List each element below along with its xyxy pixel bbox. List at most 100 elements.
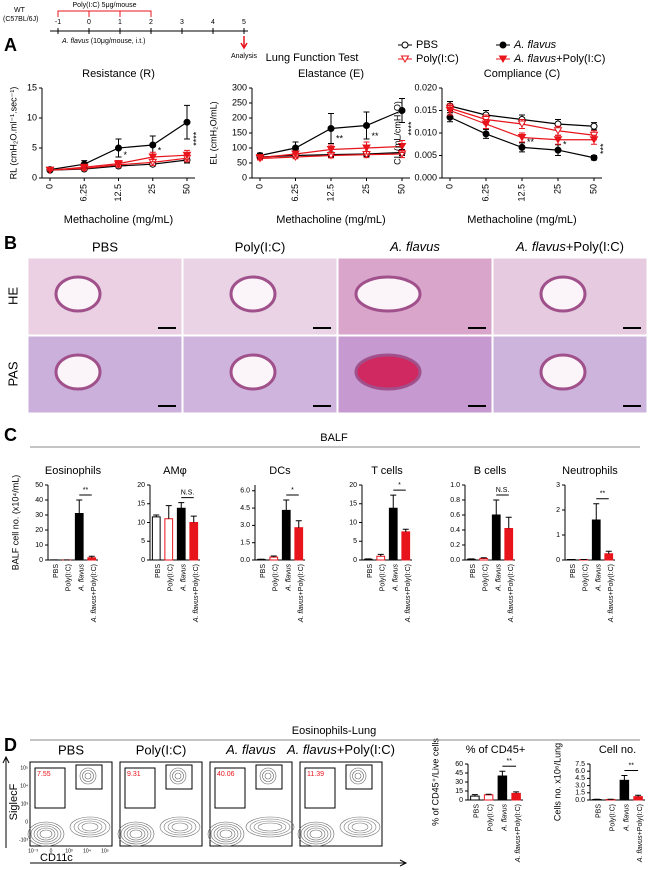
text-span: A. flavus [285, 564, 292, 592]
mouse-label: WT [14, 7, 26, 14]
y-tick-label: 3.0 [240, 522, 250, 529]
significance: * [563, 139, 567, 149]
error-bar [270, 555, 277, 558]
x-tick-label: A. flavus+Poly(I:C) [608, 564, 615, 623]
contour [349, 767, 367, 785]
x-tick-label: Poly(I:C) [168, 564, 175, 591]
bar [164, 518, 174, 561]
y-tick-label: 0 [32, 172, 37, 182]
chart-title: Compliance (C) [484, 68, 560, 80]
significance: ** [629, 762, 635, 769]
axis-arrow [2, 755, 10, 848]
text-span: A. flavus [405, 595, 412, 623]
bar [189, 522, 199, 561]
significance: * [398, 482, 401, 489]
bar [269, 556, 279, 561]
flow-x-tick: 10⁻³ [28, 848, 38, 854]
text-span: +Poly(I:C) [608, 564, 615, 595]
data-point [590, 154, 598, 162]
y-tick-label: 2 [556, 507, 560, 514]
contour [36, 827, 56, 841]
y-tick-label: 0.020 [414, 82, 437, 92]
challenge-label: A. flavus (10μg/mouse, i.t.) [61, 38, 145, 45]
flow-y-label: SiglecF [8, 783, 20, 820]
y-tick-label: 45 [455, 770, 463, 777]
y-tick-label: 50 [35, 482, 43, 489]
text-span: +Poly(I:C) [193, 564, 200, 595]
airway [539, 353, 587, 391]
y-tick-label: 300 [232, 82, 247, 92]
gate [124, 767, 156, 809]
contour [309, 829, 323, 839]
bar [281, 509, 291, 561]
text-span: +Poly(I:C) [337, 742, 395, 757]
error-bar [471, 794, 478, 797]
text-span: +Poly(I:C) [91, 564, 98, 595]
text-span: +Poly(I:C) [298, 564, 305, 595]
legend-label: Poly(I:C) [416, 53, 459, 65]
gate [34, 767, 66, 809]
data-point [481, 120, 491, 128]
x-tick-label: PBS [596, 804, 603, 818]
column-header: A. flavus+Poly(I:C) [515, 239, 624, 254]
contour [30, 823, 62, 845]
text-span: A. flavus [286, 742, 337, 757]
bar [151, 516, 161, 561]
significance: N.S. [181, 489, 195, 496]
flow-x-label: CD11c [40, 852, 73, 864]
y-tick-label: 5 [32, 142, 37, 152]
x-tick-label: 6.25 [480, 184, 490, 202]
x-tick-label: A. flavus+Poly(I:C) [193, 564, 200, 623]
contour [339, 816, 381, 838]
y-tick-label: 4.5 [240, 505, 250, 512]
y-axis-label: RL (cmH₂O.ml⁻¹.sec⁻¹) [8, 87, 18, 180]
flow-x-tick: 10³ [65, 848, 73, 854]
x-tick-label: Poly(I:C) [609, 804, 616, 831]
significance: ** [372, 131, 380, 141]
data-point [327, 125, 335, 132]
micrograph [27, 257, 183, 336]
text-span: A. flavus [513, 53, 557, 65]
y-axis-label: Cells no. x10⁶/Lung [552, 743, 562, 821]
contour [259, 767, 277, 785]
chart-title: DCs [269, 465, 291, 477]
x-axis-label: Methacholine (mg/mL) [276, 214, 385, 226]
significance: ** [527, 137, 535, 147]
flow-plot [29, 761, 113, 847]
y-tick-label: 150 [232, 127, 247, 137]
y-axis-label: EL (cmH₂O/mL) [208, 101, 218, 164]
data-point [149, 141, 157, 149]
text-span: A. flavus [91, 595, 98, 623]
flow-y-tick: 10³ [21, 801, 29, 807]
gate [304, 767, 336, 809]
x-tick-label: 50 [396, 184, 406, 194]
significance: ** [336, 133, 344, 143]
contour [169, 767, 187, 785]
timeline-day: -1 [55, 19, 61, 26]
data-point [397, 143, 407, 151]
airway [54, 275, 102, 313]
y-tick-label: 0.8 [450, 497, 460, 504]
y-tick-label: 20 [35, 527, 43, 534]
y-tick-label: 0 [459, 797, 463, 804]
contour [249, 818, 291, 836]
contour [216, 827, 236, 841]
error-bar [190, 515, 197, 523]
bar [87, 557, 97, 561]
significance: **** [406, 121, 416, 136]
significance: *** [598, 143, 608, 154]
bar [619, 779, 630, 801]
error-bar [605, 550, 612, 554]
timeline-day: 1 [118, 19, 122, 26]
section-title: Lung Function Test [266, 52, 359, 64]
text-span: A. flavus [225, 742, 276, 757]
legend-label: A. flavus [513, 39, 557, 51]
significance: * [124, 150, 128, 160]
airway [229, 275, 277, 313]
x-tick-label: A. flavus [495, 564, 502, 592]
airway [539, 275, 587, 313]
flow-plot [299, 761, 383, 847]
error-bar [513, 791, 520, 794]
gate-value: 11.39 [307, 771, 324, 778]
